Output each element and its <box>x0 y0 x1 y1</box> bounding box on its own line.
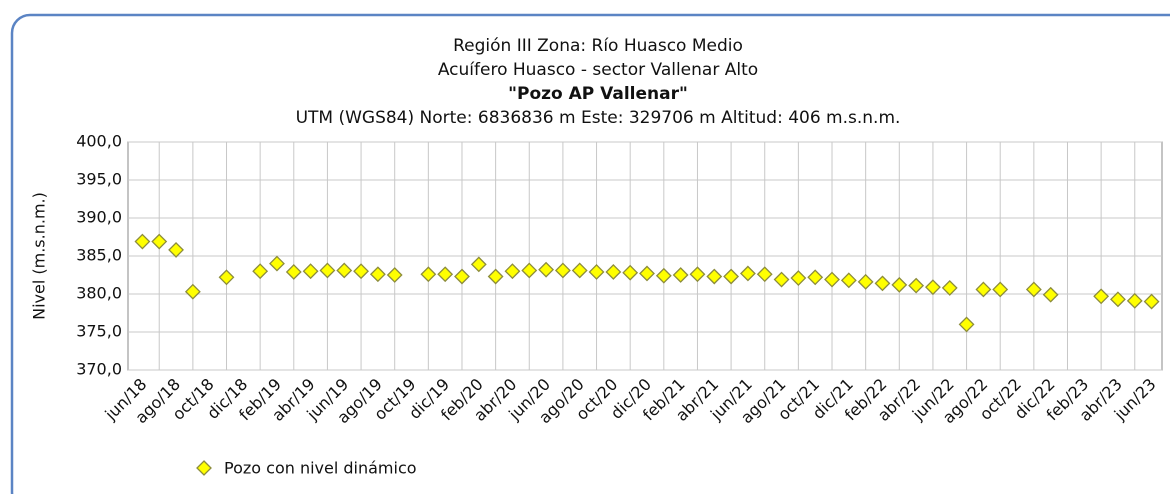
marker <box>184 283 201 300</box>
marker <box>420 266 437 283</box>
marker <box>975 281 992 298</box>
marker <box>302 263 319 280</box>
marker <box>470 256 487 273</box>
frame <box>10 13 1170 494</box>
marker <box>874 275 891 292</box>
marker <box>958 316 975 333</box>
marker <box>1143 293 1160 310</box>
marker <box>605 264 622 280</box>
marker <box>218 269 235 286</box>
y-axis-label: Nivel (m.s.n.m.) <box>30 192 49 320</box>
marker <box>571 262 588 279</box>
marker <box>134 233 151 250</box>
chart-title: Región III Zona: Río Huasco Medio <box>453 36 743 56</box>
marker <box>723 268 740 285</box>
marker <box>857 273 874 290</box>
chart-title: "Pozo AP Vallenar" <box>508 84 688 104</box>
y-tick-label: 390,0 <box>76 208 122 227</box>
y-tick-label: 380,0 <box>76 284 122 303</box>
marker <box>739 265 756 282</box>
marker <box>706 268 723 285</box>
marker <box>689 266 706 283</box>
marker <box>1126 292 1143 309</box>
y-tick-label: 395,0 <box>76 170 122 189</box>
marker <box>454 268 470 285</box>
marker <box>655 267 672 284</box>
marker <box>369 266 386 283</box>
marker <box>1025 281 1042 298</box>
marker <box>1110 291 1126 308</box>
marker <box>1042 286 1059 303</box>
marker <box>824 271 840 288</box>
marker <box>756 266 773 283</box>
marker <box>807 269 824 286</box>
marker <box>151 233 168 250</box>
marker <box>773 271 790 288</box>
y-tick-label: 385,0 <box>76 246 122 265</box>
marker <box>588 264 605 280</box>
y-tick-label: 375,0 <box>76 322 122 341</box>
marker <box>487 268 504 285</box>
marker <box>336 262 353 279</box>
marker <box>639 265 655 282</box>
y-tick-label: 370,0 <box>76 360 122 379</box>
legend-marker <box>196 460 212 476</box>
y-tick-label: 400,0 <box>76 132 122 151</box>
marker <box>538 261 555 278</box>
marker <box>353 263 369 280</box>
marker <box>925 279 941 296</box>
marker <box>622 264 639 281</box>
marker <box>521 262 538 279</box>
marker <box>285 264 302 280</box>
marker <box>437 266 454 283</box>
legend-label: Pozo con nivel dinámico <box>224 459 417 478</box>
chart-title: UTM (WGS84) Norte: 6836836 m Este: 32970… <box>296 108 901 128</box>
marker <box>386 267 403 283</box>
marker <box>941 280 958 296</box>
marker <box>1093 288 1110 305</box>
marker <box>319 262 336 279</box>
marker <box>790 270 807 286</box>
marker <box>908 277 925 294</box>
marker <box>672 267 689 283</box>
marker <box>252 263 269 280</box>
marker <box>554 262 571 279</box>
marker <box>840 272 857 289</box>
marker <box>168 242 184 258</box>
chart-title: Acuífero Huasco - sector Vallenar Alto <box>438 60 758 80</box>
marker <box>992 281 1009 298</box>
marker <box>891 276 908 293</box>
marker <box>504 263 521 280</box>
marker <box>269 255 285 272</box>
